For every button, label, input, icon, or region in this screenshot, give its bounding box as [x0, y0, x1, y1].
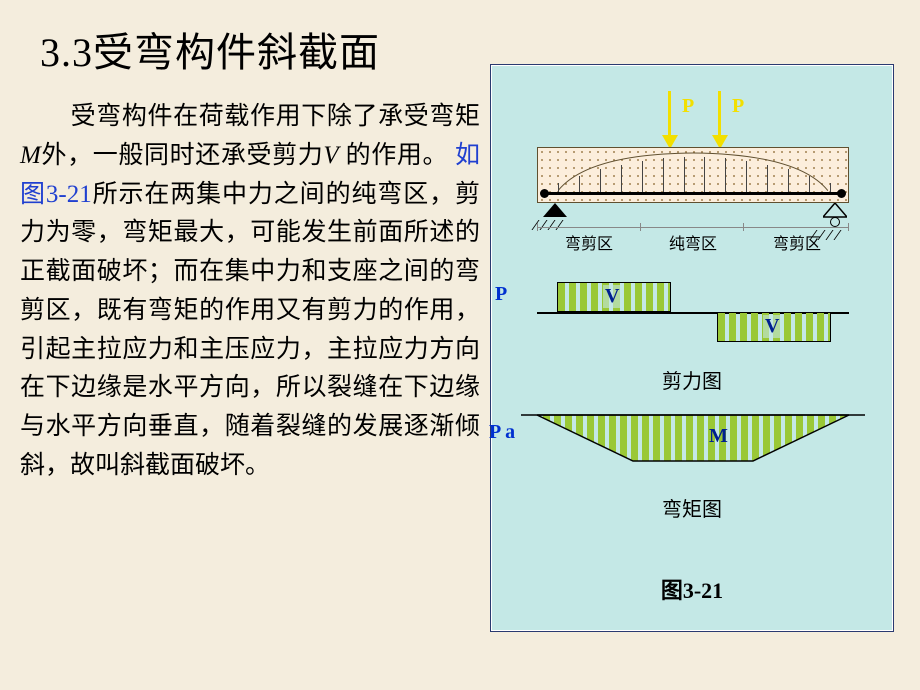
body-paragraph: 受弯构件在荷载作用下除了承受弯矩M外，一般同时还承受剪力V 的作用。 如图3-2…	[20, 88, 480, 486]
shear-diagram: V V	[537, 282, 849, 342]
roller-triangle	[823, 203, 847, 219]
text: 所示在两集中力之间的纯弯区，剪力为零，弯矩最大，可能发生前面所述的正截面破坏；而…	[20, 181, 480, 479]
var-M: M	[20, 142, 41, 169]
zone-labels: 弯剪区 纯弯区 弯剪区	[537, 227, 849, 254]
moment-label-Pa: P a	[489, 421, 515, 444]
shear-label-P: P	[495, 283, 507, 306]
text: 外，一般同时还承受剪力	[41, 142, 324, 169]
var-V: V	[323, 142, 338, 169]
load-label-2: P	[732, 95, 744, 118]
text: 受弯构件在荷载作用下除了承受弯矩	[70, 103, 480, 130]
moment-M: M	[709, 425, 728, 448]
zone-pure-bend: 纯弯区	[641, 227, 745, 254]
beam	[537, 147, 849, 203]
rebar-hook-right	[837, 189, 846, 198]
pin-support	[543, 203, 567, 217]
zone-shear-left: 弯剪区	[537, 227, 641, 254]
shear-V-right: V	[763, 315, 781, 338]
pin-ground	[535, 217, 575, 225]
rebar-hook-left	[540, 189, 549, 198]
stirrups	[548, 156, 838, 193]
shear-caption: 剪力图	[491, 365, 893, 394]
zone-shear-right: 弯剪区	[745, 227, 849, 254]
moment-caption: 弯矩图	[491, 493, 893, 522]
load-label-1: P	[682, 95, 694, 118]
moment-svg	[521, 411, 865, 471]
shear-V-left: V	[603, 285, 621, 308]
moment-diagram	[521, 411, 865, 481]
figure-panel: P P 弯剪区 纯弯区 弯剪区 P V V 剪力图 P a	[490, 64, 894, 632]
rebar	[544, 192, 842, 195]
text: 的作用。	[339, 142, 455, 169]
figure-caption: 图3-21	[491, 573, 893, 605]
